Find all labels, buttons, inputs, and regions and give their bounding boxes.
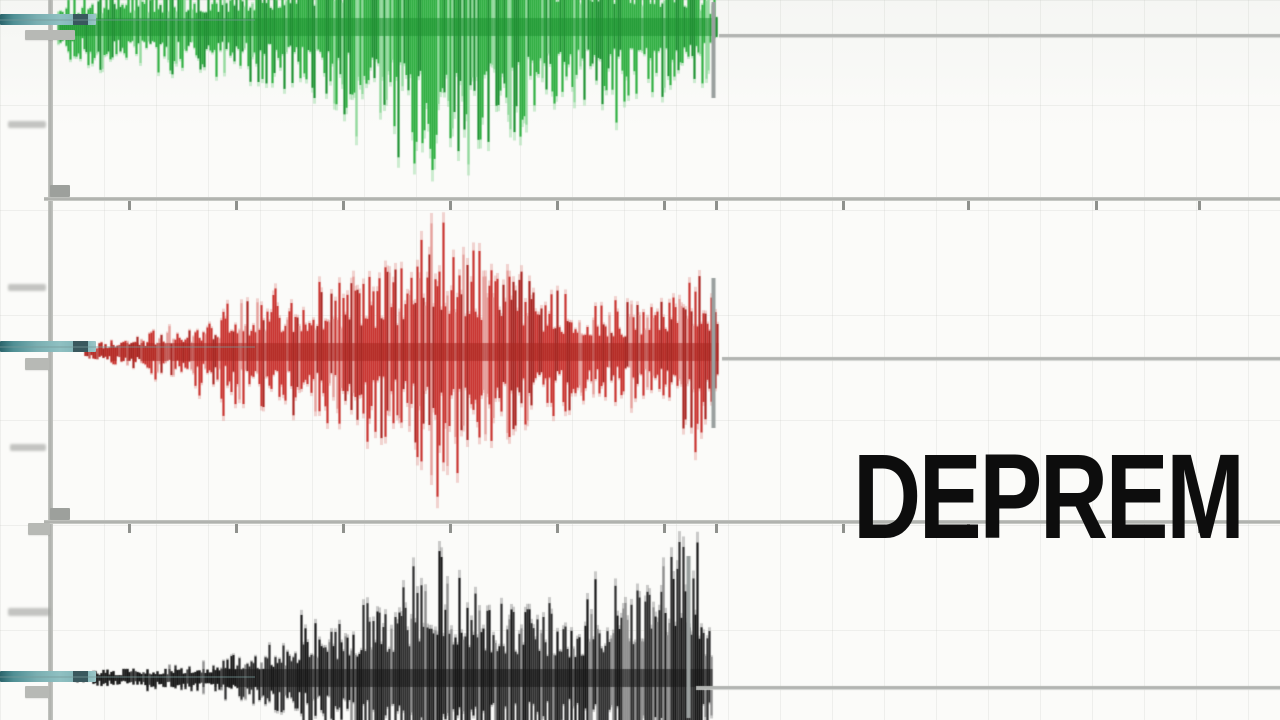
axis-label-box (25, 686, 49, 698)
section-divider-line (44, 197, 1280, 210)
faint-axis-label (8, 121, 46, 128)
divider-tick-mark (235, 201, 238, 210)
divider-tick-mark (449, 201, 452, 210)
baseline-extension-line (0, 676, 255, 678)
section-divider-line (44, 520, 1280, 533)
channel-marker-teal-bar (0, 341, 96, 352)
channel-marker-end-cap (73, 341, 88, 352)
divider-handle (50, 185, 70, 197)
divider-tick-mark (235, 524, 238, 533)
channel-marker-end-cap (73, 671, 88, 682)
divider-tick-mark (449, 524, 452, 533)
divider-tick-mark (715, 524, 718, 533)
divider-tick-mark (1095, 201, 1098, 210)
divider-tick-mark (342, 201, 345, 210)
divider-tick-mark (342, 524, 345, 533)
axis-label-box (25, 30, 75, 40)
axis-label-box (25, 358, 49, 370)
divider-tick-mark (967, 524, 970, 533)
divider-tick-mark (556, 201, 559, 210)
divider-tick-mark (128, 201, 131, 210)
divider-tick-mark (715, 201, 718, 210)
divider-tick-mark (663, 201, 666, 210)
divider-tick-mark (967, 201, 970, 210)
deprem-title: DEPREM (853, 429, 1245, 565)
baseline-extension-line (0, 346, 255, 348)
axis-label-box (28, 523, 50, 535)
baseline-extension-line (0, 19, 255, 21)
channel-marker-teal-bar (0, 14, 96, 25)
divider-tick-mark (842, 524, 845, 533)
divider-tick-mark (1095, 524, 1098, 533)
faint-axis-label (8, 608, 50, 616)
divider-tick-mark (128, 524, 131, 533)
divider-tick-mark (556, 524, 559, 533)
divider-tick-mark (663, 524, 666, 533)
divider-tick-mark (1198, 201, 1201, 210)
faint-axis-label (8, 284, 46, 291)
faint-axis-label (10, 444, 46, 451)
left-axis-line (48, 0, 53, 720)
divider-tick-mark (1198, 524, 1201, 533)
divider-handle (50, 508, 70, 520)
channel-marker-end-cap (73, 14, 88, 25)
divider-tick-mark (842, 201, 845, 210)
channel-marker-teal-bar (0, 671, 96, 682)
